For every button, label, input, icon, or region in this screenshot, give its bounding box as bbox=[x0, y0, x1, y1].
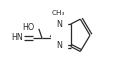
Text: CH₃: CH₃ bbox=[51, 10, 65, 16]
Text: N: N bbox=[56, 20, 62, 29]
Text: HO: HO bbox=[23, 24, 35, 33]
Text: N: N bbox=[56, 41, 62, 50]
Text: HN: HN bbox=[12, 33, 23, 42]
